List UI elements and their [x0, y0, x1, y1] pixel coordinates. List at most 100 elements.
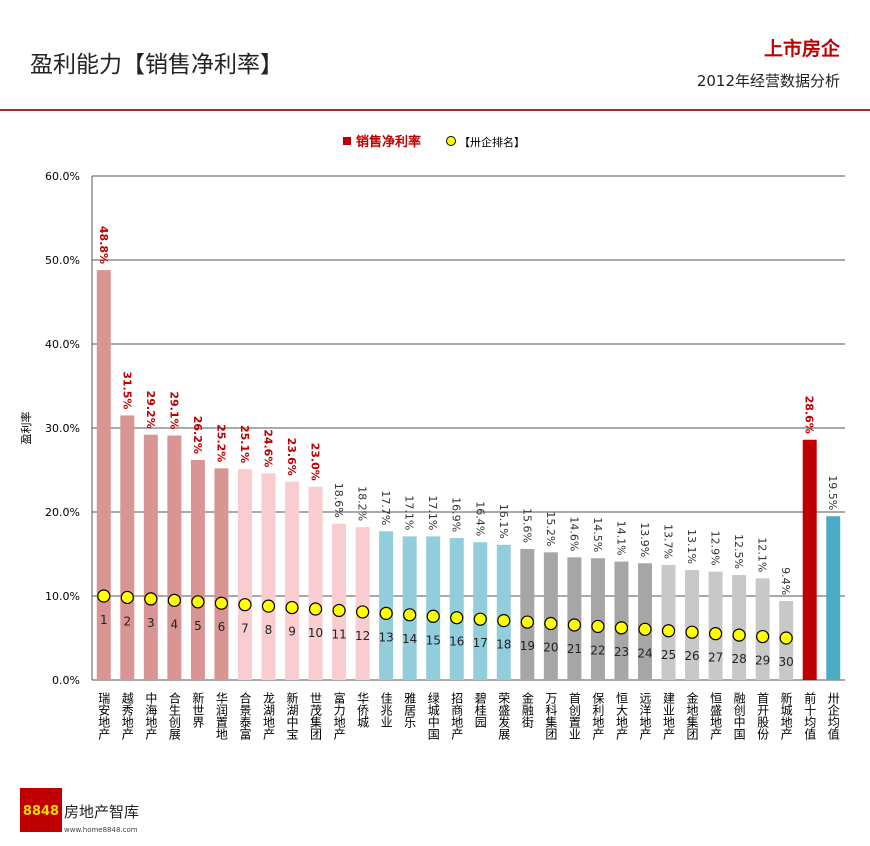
bar — [614, 561, 629, 680]
value-label: 23.6% — [285, 438, 298, 476]
bar — [402, 536, 417, 680]
value-label: 18.2% — [356, 486, 369, 521]
rank-label: 18 — [496, 638, 511, 652]
rank-label: 1 — [100, 613, 108, 627]
x-tick-label: 前十均值 — [803, 691, 817, 741]
rank-marker — [120, 590, 134, 605]
rank-marker — [214, 596, 229, 610]
rank-marker — [614, 621, 629, 635]
x-tick-label: 卅企均值 — [826, 692, 840, 741]
bar — [590, 558, 605, 680]
rank-marker — [379, 606, 393, 620]
rank-marker — [144, 592, 158, 606]
logo-text: 房地产智库 — [64, 803, 139, 821]
y-tick-label: 10.0% — [45, 590, 80, 603]
rank-label: 16 — [449, 635, 464, 649]
bar — [496, 544, 511, 680]
rank-label: 29 — [755, 654, 770, 668]
x-tick-label: 金融街 — [520, 691, 534, 728]
rank-marker — [756, 629, 770, 644]
rank-marker — [403, 608, 417, 622]
rank-marker — [497, 614, 511, 628]
bar — [732, 575, 747, 680]
rank-marker — [661, 624, 676, 638]
value-label: 14.6% — [567, 516, 580, 551]
rank-label: 27 — [708, 651, 723, 665]
x-tick-label: 绿城中国 — [426, 691, 440, 740]
value-label: 17.1% — [426, 495, 439, 530]
bar — [661, 564, 676, 680]
value-label: 17.1% — [403, 495, 416, 530]
legend: 销售净利率 【卅企排名】 — [343, 134, 525, 150]
rank-marker — [191, 595, 205, 609]
bar — [355, 527, 370, 680]
bar — [167, 435, 182, 680]
rank-marker — [261, 599, 276, 613]
value-label: 24.6% — [261, 429, 274, 467]
bar — [96, 270, 111, 680]
legend-label: 【卅企排名】 — [459, 135, 525, 149]
value-label: 16.9% — [450, 497, 463, 532]
x-tick-label: 华润置地 — [214, 692, 228, 740]
rank-label: 30 — [779, 655, 794, 669]
rank-label: 9 — [288, 625, 296, 639]
y-tick-label: 60.0% — [45, 170, 80, 183]
x-tick-label: 世茂集团 — [309, 692, 323, 741]
bar — [120, 415, 135, 680]
rank-label: 24 — [637, 646, 652, 660]
rank-marker — [426, 609, 440, 623]
rank-label: 22 — [590, 643, 605, 657]
rank-marker — [544, 616, 558, 631]
value-label: 15.2% — [544, 511, 557, 546]
value-label: 23.0% — [309, 443, 322, 481]
x-tick-label: 建业地产 — [662, 692, 676, 741]
rank-label: 3 — [147, 616, 155, 630]
y-tick-label: 30.0% — [45, 422, 80, 435]
brand: 上市房企 — [764, 37, 841, 60]
value-label: 28.6% — [803, 396, 816, 434]
bar — [379, 531, 394, 680]
value-label: 26.2% — [191, 416, 204, 454]
rank-label: 8 — [265, 623, 273, 637]
bar — [190, 459, 205, 680]
value-label: 19.5% — [826, 475, 839, 510]
bar — [285, 481, 300, 680]
value-label: 12.5% — [732, 534, 745, 569]
x-tick-label: 荣盛发展 — [497, 692, 511, 740]
bar — [520, 548, 535, 680]
rank-marker — [779, 631, 793, 645]
page-title: 盈利能力【销售净利率】 — [30, 52, 283, 78]
bar — [802, 439, 817, 680]
rank-label: 28 — [731, 652, 746, 666]
rank-marker — [591, 619, 605, 634]
x-tick-label: 龙湖地产 — [261, 692, 275, 741]
x-tick-label: 佳兆业 — [379, 692, 393, 728]
x-tick-label: 新湖中宝 — [285, 691, 299, 740]
value-label: 14.5% — [591, 517, 604, 552]
bar — [685, 569, 700, 680]
rank-marker — [638, 622, 652, 636]
rank-label: 17 — [473, 636, 488, 650]
rank-marker — [167, 593, 181, 607]
value-label: 15.6% — [520, 508, 533, 543]
rank-label: 13 — [379, 630, 394, 644]
rank-label: 15 — [426, 633, 441, 647]
bar — [543, 552, 558, 680]
bar — [214, 468, 229, 680]
x-tick-label: 合景泰富 — [238, 691, 252, 741]
rank-marker — [450, 611, 464, 625]
rank-label: 11 — [331, 627, 346, 641]
rank-label: 4 — [171, 617, 179, 631]
x-tick-label: 新城地产 — [779, 691, 793, 741]
bar — [308, 486, 323, 680]
value-label: 9.4% — [779, 567, 792, 595]
value-label: 18.6% — [332, 483, 345, 518]
rank-marker — [732, 628, 746, 642]
bar — [426, 536, 441, 680]
value-label: 13.7% — [662, 524, 675, 559]
value-label: 17.7% — [379, 490, 392, 525]
rank-label: 6 — [218, 620, 226, 634]
rank-marker — [285, 600, 299, 615]
rank-label: 7 — [241, 622, 249, 636]
